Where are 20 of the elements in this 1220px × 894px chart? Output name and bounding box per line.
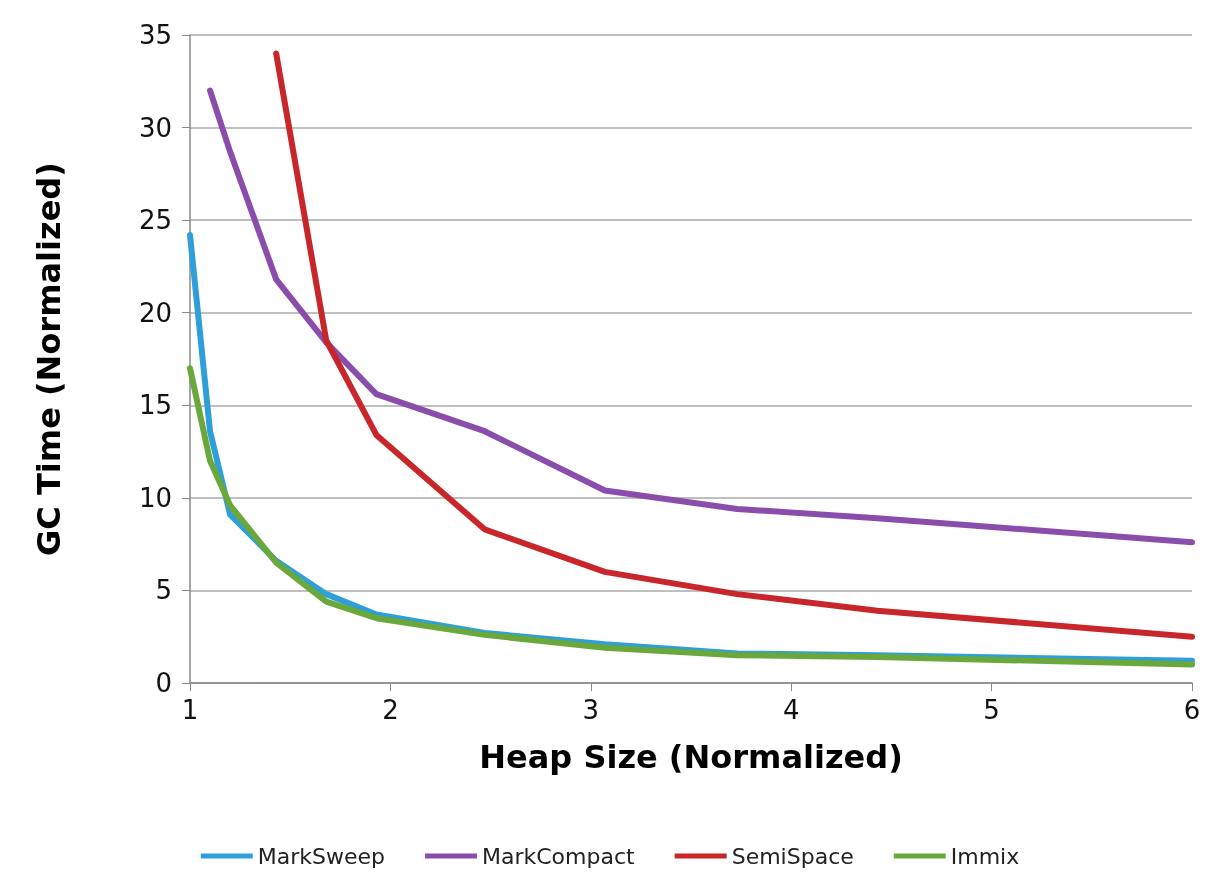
y-tick-label: 10 [138,482,172,513]
y-tick-label: 15 [138,390,172,421]
x-tick-label: 6 [1183,695,1201,725]
x-tick-label: 3 [582,695,600,725]
x-tick-label: 1 [181,695,199,725]
legend-label: MarkSweep [257,843,386,869]
x-tick-label: 2 [382,695,399,725]
y-tick-label: 5 [155,575,172,606]
y-tick-label: 30 [138,112,172,143]
legend-label: MarkCompact [482,843,636,869]
y-tick-label: 0 [155,668,172,698]
y-tick-label: 25 [138,205,172,236]
legend-label: SemiSpace [731,843,854,869]
y-tick-label: 35 [138,20,172,50]
x-tick-label: 5 [983,695,1000,725]
y-tick-label: 20 [138,297,172,328]
x-axis-title: Heap Size (Normalized) [479,738,903,776]
legend-label: Immix [950,843,1020,869]
x-tick-label: 4 [782,695,800,725]
y-axis-title: GC Time (Normalized) [30,162,68,556]
